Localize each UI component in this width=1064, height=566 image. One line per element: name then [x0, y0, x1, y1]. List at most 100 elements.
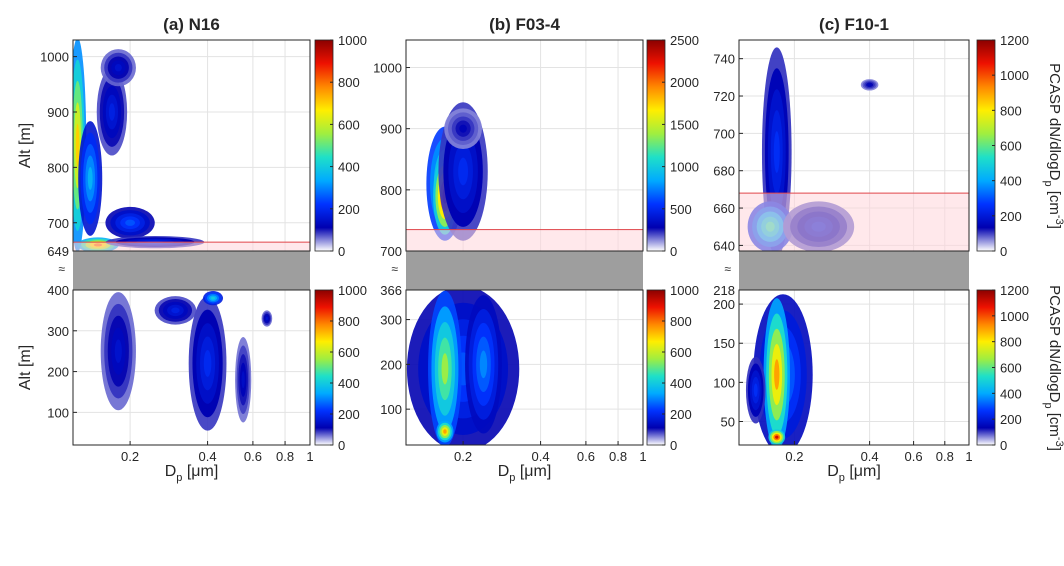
colorbar-tick-label: 800 [338, 314, 360, 329]
colorbar-tick-label: 400 [670, 376, 692, 391]
altitude-gap [406, 251, 643, 290]
cb-label-units: [cm [1046, 191, 1063, 215]
colorbar-tick-label: 600 [670, 345, 692, 360]
upper-plot [739, 40, 969, 251]
panel-title: (b) F03-4 [489, 15, 560, 34]
ytick-label: 800 [380, 183, 402, 198]
xtick-label: 0.6 [577, 449, 595, 464]
ytick-label: 400 [47, 283, 69, 298]
colorbar-tick-label: 800 [670, 314, 692, 329]
xtick-label: 0.8 [276, 449, 294, 464]
panel-2: (c) F10-1 ≈640 660 680 700 720 740 0 200 400 600 80… [713, 15, 1029, 484]
colorbar-tick-label: 600 [1000, 361, 1022, 376]
colorbar-tick-label: 0 [338, 244, 345, 259]
data-blob [443, 429, 447, 434]
xtick-label: 0.6 [244, 449, 262, 464]
colorbar-tick-label: 800 [1000, 335, 1022, 350]
colorbar-tick-label: 1500 [670, 117, 699, 132]
data-blob [479, 350, 488, 379]
colorbar-tick-label: 0 [670, 438, 677, 453]
lower-axes-box [72, 289, 311, 446]
cb-label-units: [cm [1046, 413, 1063, 437]
ytick-label: 100 [47, 405, 69, 420]
ytick-label: 800 [47, 160, 69, 175]
xtick-label: 0.2 [121, 449, 139, 464]
altitude-gap [73, 251, 310, 290]
data-blob [241, 371, 245, 389]
xtick-label: 0.2 [785, 449, 803, 464]
ytick-label: 50 [721, 415, 735, 430]
ytick-label: 660 [713, 201, 735, 216]
lower-plot [406, 290, 643, 445]
data-blob [171, 307, 180, 314]
colorbar-tick-label: 400 [338, 376, 360, 391]
axis-break-mark: ≈ [724, 262, 731, 276]
panel-0: (a) N16≈64970080090010000200400600800100… [17, 15, 367, 484]
colorbar-tick-label: 1000 [1000, 309, 1029, 324]
ytick-label: 218 [713, 283, 735, 298]
ytick-label: 649 [47, 244, 69, 259]
data-blob [867, 83, 872, 86]
colorbar-tick-label: 200 [1000, 209, 1022, 224]
colorbar-tick-label: 1000 [670, 160, 699, 175]
ytick-label: 740 [713, 52, 735, 67]
panel-1: (b) F03-4≈700800900100005001000150020002… [373, 15, 699, 484]
colorbar [646, 39, 666, 252]
colorbar-title-0: PCASP dN/dlogDp [cm-3] [1042, 63, 1064, 229]
xtick-label: 0.2 [454, 449, 472, 464]
colorbar-tick-label: 800 [1000, 103, 1022, 118]
cb-label-close: ] [1046, 225, 1063, 229]
axis-break-mark: ≈ [391, 262, 398, 276]
xlabel-sub: p [176, 472, 182, 484]
ytick-label: 700 [47, 216, 69, 231]
colorbar-tick-label: 200 [670, 407, 692, 422]
panel-title: (a) N16 [163, 15, 220, 34]
upper-axes-box [738, 39, 970, 252]
cb-label-sub: p [1042, 402, 1054, 408]
lower-plot [73, 290, 310, 445]
data-blob [203, 349, 212, 377]
lower-axes-box [738, 289, 970, 446]
xlabel-units: [μm] [515, 463, 551, 480]
data-blob [211, 296, 216, 300]
colorbar [646, 289, 666, 446]
colorbar-tick-label: 400 [338, 160, 360, 175]
xlabel-units: [μm] [845, 463, 881, 480]
data-blob [775, 435, 779, 439]
cb-label-sup: -3 [1053, 437, 1064, 447]
xlabel-main: D [827, 463, 839, 480]
colorbar-tick-label: 1000 [1000, 68, 1029, 83]
ytick-label: 680 [713, 164, 735, 179]
xtick-label: 0.6 [905, 449, 923, 464]
colorbar-tick-label: 2500 [670, 33, 699, 48]
upper-axes-box [72, 39, 311, 252]
colorbar-tick-label: 1000 [670, 283, 699, 298]
cb-label-main: PCASP dN/dlogD [1046, 285, 1063, 402]
y-axis-label-upper: Alt [m] [17, 123, 34, 168]
altitude-gap [739, 251, 969, 290]
ytick-label: 700 [380, 244, 402, 259]
colorbar-tick-label: 1000 [338, 283, 367, 298]
upper-axes-box [405, 39, 644, 252]
data-blob [125, 219, 136, 226]
lower-plot [739, 290, 969, 445]
xlabel-main: D [498, 463, 510, 480]
colorbar-tick-label: 400 [1000, 174, 1022, 189]
ytick-label: 200 [380, 357, 402, 372]
data-blob [753, 383, 758, 397]
cb-label-close: ] [1046, 447, 1063, 451]
data-blob [458, 157, 469, 186]
cb-label-sup: -3 [1053, 215, 1064, 225]
xtick-label: 1 [306, 449, 313, 464]
colorbar-tick-label: 600 [338, 117, 360, 132]
data-blob [108, 103, 115, 121]
ytick-label: 900 [47, 105, 69, 120]
ytick-label: 700 [713, 126, 735, 141]
ytick-label: 300 [380, 313, 402, 328]
ytick-label: 640 [713, 238, 735, 253]
cloud-base-band [406, 229, 643, 251]
colorbar-tick-label: 800 [338, 75, 360, 90]
colorbar-tick-label: 1200 [1000, 283, 1029, 298]
panel-title: (c) F10-1 [819, 15, 889, 34]
